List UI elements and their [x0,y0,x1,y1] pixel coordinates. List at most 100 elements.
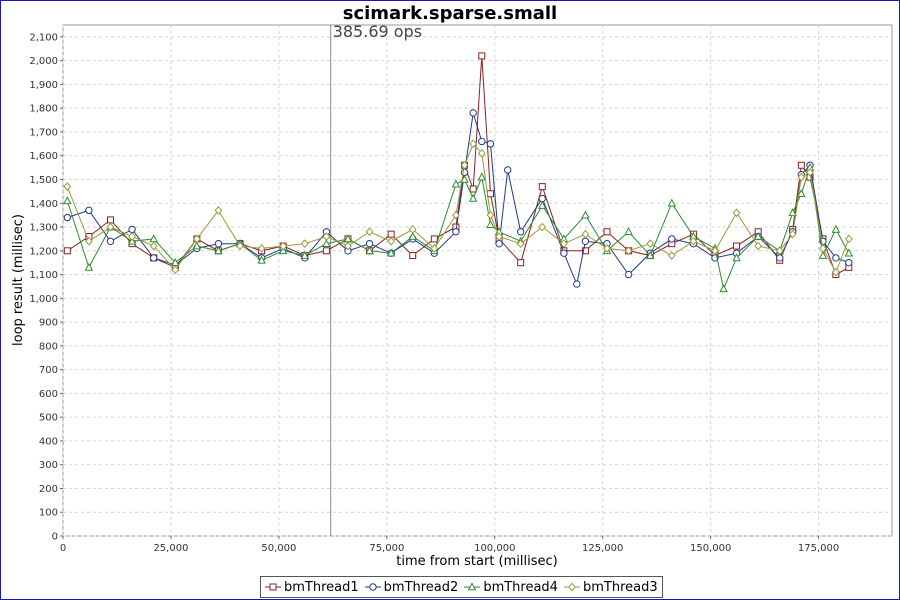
data-point-bmThread4 [386,248,396,257]
data-point-bmThread4 [451,179,461,188]
data-point-bmThread3 [214,206,223,215]
grid-lines [62,25,892,537]
x-tick-label: 75,000 [369,543,404,554]
chart-legend: bmThread1 bmThread2 bmThread4 bmThread3 [260,576,663,598]
data-point-bmThread4 [257,255,266,264]
data-point-bmThread3 [832,267,840,277]
y-tick-label: 700 [39,365,58,376]
data-point-bmThread1 [797,161,805,169]
legend-symbol [563,582,580,592]
data-point-bmThread4 [63,196,72,205]
data-point-bmThread4 [300,250,310,259]
y-axis-label: loop result (millisec) [11,214,26,346]
data-point-bmThread3 [806,168,814,177]
data-point-bmThread1 [478,52,486,60]
data-point-bmThread4 [538,200,547,209]
data-point-bmThread2 [452,228,460,236]
series-layer [63,52,854,293]
data-point-bmThread3 [430,244,439,253]
data-point-bmThread4 [624,227,633,236]
data-point-bmThread3 [365,227,374,237]
data-point-bmThread2 [538,194,546,203]
data-point-bmThread4 [581,210,590,219]
data-point-bmThread4 [732,253,741,262]
tick-labels: 0 100 200 300 400 500 600 700 800 900 1,000 1,100 1,… [29,32,839,554]
y-tick-label: 1,400 [29,199,58,210]
circle-icon [368,583,377,591]
x-tick-label: 50,000 [261,543,296,554]
data-point-bmThread3 [689,236,698,246]
data-point-bmThread4 [844,248,854,257]
chart-title: scimark.sparse.small [343,3,557,24]
legend-item-bmThread2: bmThread2 [364,580,458,595]
data-point-bmThread4 [84,262,94,271]
data-point-bmThread1 [322,247,330,255]
legend-label: bmThread1 [284,579,359,595]
data-point-bmThread2 [832,254,840,262]
data-point-bmThread4 [192,241,202,250]
data-point-bmThread3 [85,236,93,246]
data-point-bmThread3 [300,239,309,249]
data-point-bmThread4 [797,189,806,198]
data-point-bmThread3 [236,241,244,251]
data-point-bmThread2 [149,254,158,262]
data-point-bmThread2 [560,249,568,257]
data-point-bmThread3 [344,241,352,251]
x-tick-label: 100,000 [474,543,515,554]
data-point-bmThread1 [430,235,438,243]
data-point-bmThread2 [486,140,495,148]
x-tick-label: 125,000 [582,543,623,554]
data-point-bmThread1 [409,252,417,260]
data-point-bmThread3 [788,229,797,239]
data-point-bmThread1 [469,185,477,193]
square-icon [269,583,277,591]
x-tick-label: 150,000 [690,543,731,554]
y-tick-label: 1,900 [29,80,58,91]
legend-item-bmThread1: bmThread1 [265,580,359,595]
data-point-bmThread1 [387,230,395,238]
data-point-bmThread3 [754,241,763,251]
y-tick-label: 600 [39,389,58,400]
data-point-bmThread1 [581,247,589,255]
plot-area [62,24,893,537]
data-point-bmThread3 [538,222,547,232]
data-point-bmThread4 [460,174,469,183]
y-tick-label: 0 [52,532,58,543]
y-tick-label: 300 [39,460,58,471]
data-point-bmThread1 [517,259,525,267]
data-point-bmThread3 [603,244,611,253]
y-tick-label: 1,000 [29,294,58,305]
y-tick-label: 2,000 [29,56,58,67]
data-point-bmThread2 [624,270,633,279]
data-point-bmThread3 [797,172,806,182]
data-point-bmThread3 [469,139,478,149]
series-bmThread3 [63,139,853,277]
data-point-bmThread2 [214,239,223,248]
time-marker: 385.69 ops [330,22,422,536]
y-tick-label: 1,300 [29,223,58,234]
y-tick-label: 1,100 [29,270,58,281]
data-point-bmThread3 [732,208,741,218]
x-axis-label: time from start (millisec) [396,554,557,569]
data-point-bmThread2 [469,109,477,117]
data-point-bmThread3 [559,239,568,249]
data-point-bmThread1 [603,228,611,236]
data-point-bmThread4 [278,246,288,255]
data-point-bmThread3 [387,236,396,246]
y-tick-label: 400 [39,436,58,447]
data-point-bmThread1 [63,247,71,255]
legend-symbol [464,582,481,591]
y-tick-label: 200 [39,484,58,495]
data-point-bmThread2 [504,166,512,174]
y-tick-label: 900 [39,318,58,329]
y-tick-label: 1,800 [29,104,58,115]
data-point-bmThread3 [624,246,633,256]
data-point-bmThread3 [646,239,655,249]
y-tick-label: 100 [39,508,58,519]
data-point-bmThread3 [775,246,784,256]
data-point-bmThread4 [753,231,763,240]
data-point-bmThread3 [322,232,331,241]
data-point-bmThread3 [819,244,827,253]
data-point-bmThread4 [645,250,655,259]
